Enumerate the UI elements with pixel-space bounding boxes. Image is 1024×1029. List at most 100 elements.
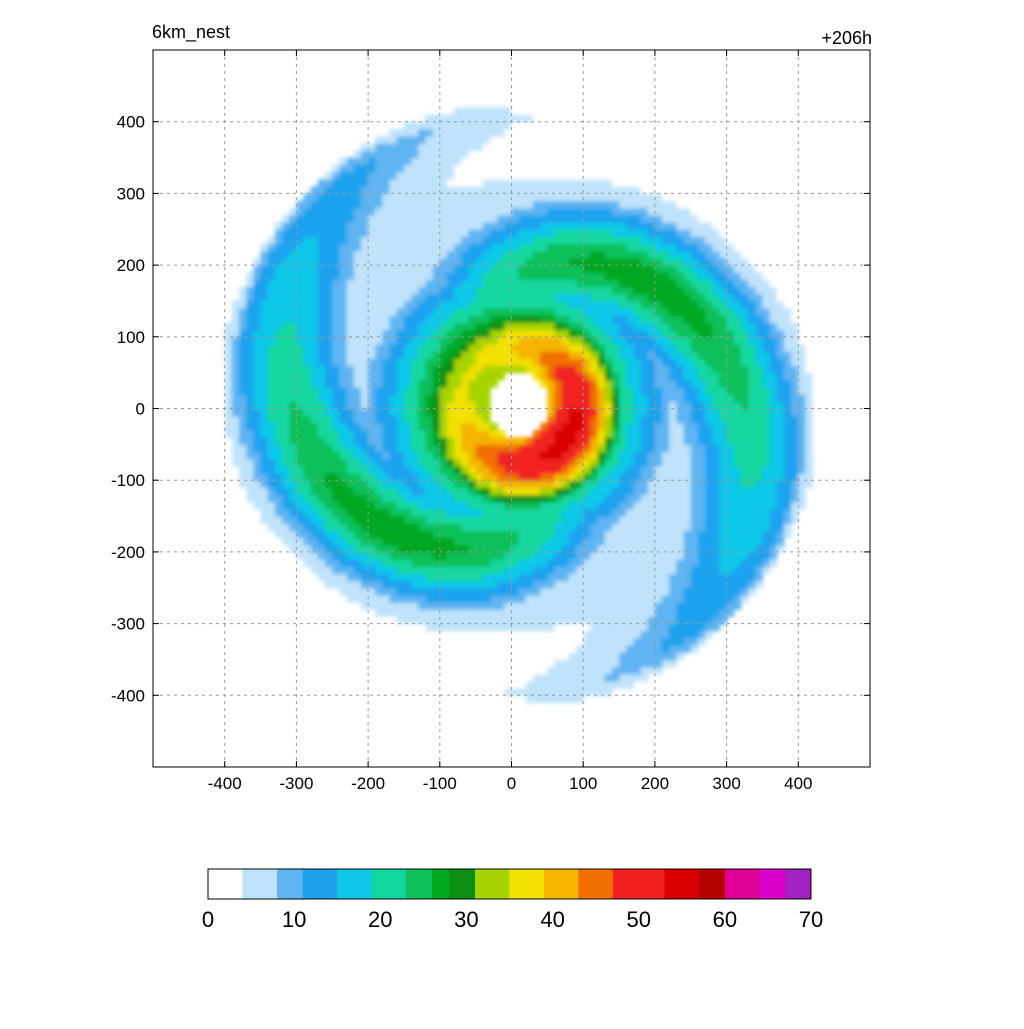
field-cell <box>525 580 534 589</box>
field-cell <box>590 293 599 302</box>
field-cell <box>332 315 341 324</box>
field-cell <box>518 322 527 331</box>
field-cell <box>626 616 634 625</box>
field-cell <box>253 415 262 424</box>
field-cell <box>389 645 398 653</box>
field-cell <box>282 537 290 546</box>
field-cell <box>683 279 692 288</box>
field-cell <box>561 394 570 402</box>
field-cell <box>454 688 462 696</box>
field-cell <box>597 315 606 324</box>
field-cell <box>403 652 412 661</box>
field-cell <box>669 408 678 417</box>
field-cell <box>576 372 584 381</box>
field-cell <box>468 358 477 367</box>
field-cell <box>332 458 341 467</box>
field-cell <box>375 257 384 266</box>
field-cell <box>726 279 735 288</box>
field-cell <box>482 594 491 603</box>
field-cell <box>439 616 448 625</box>
field-cell <box>253 430 262 438</box>
field-cell <box>368 458 376 467</box>
field-cell <box>303 430 312 438</box>
field-cell <box>461 379 470 388</box>
field-cell <box>461 523 470 531</box>
field-cell <box>633 458 642 467</box>
field-cell <box>439 508 448 517</box>
field-cell <box>633 379 642 388</box>
field-cell <box>339 315 348 324</box>
field-cell <box>454 508 462 517</box>
field-cell <box>647 143 656 151</box>
field-cell <box>282 480 290 488</box>
field-cell <box>317 272 326 281</box>
field-cell <box>683 222 692 230</box>
field-cell <box>239 473 247 481</box>
field-cell <box>439 114 448 123</box>
field-cell <box>289 386 297 395</box>
field-cell <box>454 121 462 130</box>
field-cell <box>640 322 649 331</box>
field-cell <box>432 308 441 316</box>
field-cell <box>468 487 477 496</box>
field-cell <box>317 293 326 302</box>
field-cell <box>403 193 412 202</box>
field-cell <box>712 623 721 632</box>
field-cell <box>590 688 599 696</box>
field-cell <box>697 329 706 338</box>
field-cell <box>368 573 376 582</box>
field-cell <box>418 300 427 309</box>
field-cell <box>597 150 606 159</box>
field-cell <box>705 315 713 324</box>
field-cell <box>525 516 534 524</box>
field-cell <box>439 594 448 603</box>
field-cell <box>368 401 376 410</box>
field-cell <box>576 379 584 388</box>
field-cell <box>633 437 642 445</box>
field-cell <box>439 501 448 510</box>
field-cell <box>432 652 441 661</box>
field-cell <box>611 487 620 496</box>
field-cell <box>561 602 570 610</box>
field-cell <box>382 171 391 180</box>
field-cell <box>454 286 462 295</box>
field-cell <box>497 207 505 216</box>
field-cell <box>604 372 613 381</box>
field-cell <box>382 480 391 488</box>
field-cell <box>368 602 376 610</box>
field-cell <box>705 372 713 381</box>
field-cell <box>360 487 369 496</box>
field-cell <box>626 136 634 144</box>
field-cell <box>518 537 527 546</box>
field-cell <box>525 336 534 345</box>
field-cell <box>418 473 427 481</box>
field-cell <box>425 207 434 216</box>
field-cell <box>403 358 412 367</box>
field-cell <box>461 300 470 309</box>
field-cell <box>389 257 398 266</box>
field-cell <box>669 293 678 302</box>
field-cell <box>403 343 412 352</box>
field-cell <box>296 566 305 575</box>
field-cell <box>454 179 462 187</box>
field-cell <box>396 179 405 187</box>
field-cell <box>561 508 570 517</box>
field-cell <box>475 537 484 546</box>
field-cell <box>224 422 233 431</box>
field-cell <box>475 573 484 582</box>
field-cell <box>411 587 419 596</box>
field-cell <box>468 559 477 567</box>
field-cell <box>439 365 448 374</box>
field-cell <box>719 336 728 345</box>
field-cell <box>382 659 391 668</box>
field-cell <box>640 279 649 288</box>
field-cell <box>669 516 678 524</box>
field-cell <box>576 602 584 610</box>
field-cell <box>654 358 663 367</box>
field-cell <box>676 465 685 474</box>
field-cell <box>669 322 678 331</box>
field-cell <box>705 487 713 496</box>
field-cell <box>726 530 735 539</box>
field-cell <box>489 200 498 209</box>
field-cell <box>654 229 663 238</box>
